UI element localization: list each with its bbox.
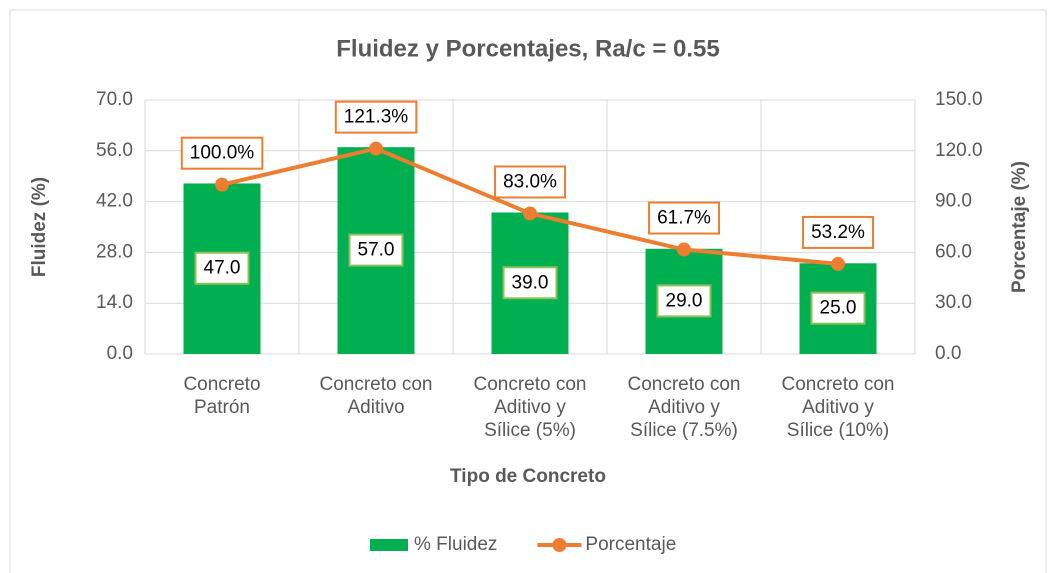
data-label-box <box>334 100 418 134</box>
data-label-box <box>810 291 866 325</box>
y2-axis-title: Porcentaje (%) <box>1009 161 1030 293</box>
y2-tick-label: 90.0 <box>935 191 972 212</box>
y-tick-label: 70.0 <box>96 89 133 110</box>
data-label-box <box>348 233 404 267</box>
x-tick-label: Concreto con Aditivo y Sílice (10%) <box>781 374 894 441</box>
y2-tick-label: 120.0 <box>935 140 983 161</box>
y2-tick-label: 60.0 <box>935 241 972 262</box>
chart-title: Fluidez y Porcentajes, Ra/c = 0.55 <box>336 35 720 62</box>
y2-tick-label: 30.0 <box>935 292 972 313</box>
bar-data-label: 29.0 <box>666 290 703 311</box>
y-axis-title: Fluidez (%) <box>29 177 50 277</box>
line-marker <box>677 242 691 257</box>
legend-swatch-marker <box>552 538 567 552</box>
y-tick-label: 28.0 <box>96 241 133 262</box>
y-tick-label: 42.0 <box>96 191 133 212</box>
bar-data-label: 57.0 <box>358 240 395 261</box>
data-label-box <box>180 136 264 170</box>
x-tick-label: Concreto con Aditivo y Sílice (5%) <box>473 374 586 441</box>
line-data-label: 61.7% <box>657 208 711 229</box>
x-tick-label: Concreto con Aditivo <box>319 374 432 418</box>
line-marker <box>215 177 229 192</box>
line-marker <box>369 141 383 156</box>
bar-data-label: 39.0 <box>512 272 549 293</box>
line-marker <box>523 206 537 221</box>
legend-label: % Fluidez <box>414 534 497 555</box>
data-label-box <box>656 284 712 318</box>
y-tick-label: 0.0 <box>107 343 133 364</box>
bar-data-label: 47.0 <box>204 258 241 279</box>
legend-label: Porcentaje <box>585 534 676 555</box>
line-data-label: 53.2% <box>811 222 865 243</box>
legend-swatch <box>370 539 408 551</box>
data-label-box <box>502 266 558 300</box>
data-label-box <box>494 165 567 199</box>
line-data-label: 83.0% <box>503 171 557 192</box>
x-tick-label: Concreto con Aditivo y Sílice (7.5%) <box>627 374 740 441</box>
y2-tick-label: 0.0 <box>935 343 961 364</box>
y2-tick-label: 150.0 <box>935 89 983 110</box>
line-data-label: 121.3% <box>344 107 409 128</box>
data-label-box <box>802 215 875 249</box>
line-data-label: 100.0% <box>190 143 255 164</box>
y-tick-label: 56.0 <box>96 140 133 161</box>
line-marker <box>831 256 845 271</box>
data-label-box <box>648 201 721 235</box>
x-axis-title: Tipo de Concreto <box>450 466 606 487</box>
y-tick-label: 14.0 <box>96 292 133 313</box>
data-label-box <box>194 251 250 285</box>
bar-data-label: 25.0 <box>820 298 857 319</box>
x-tick-label: Concreto Patrón <box>183 374 260 418</box>
